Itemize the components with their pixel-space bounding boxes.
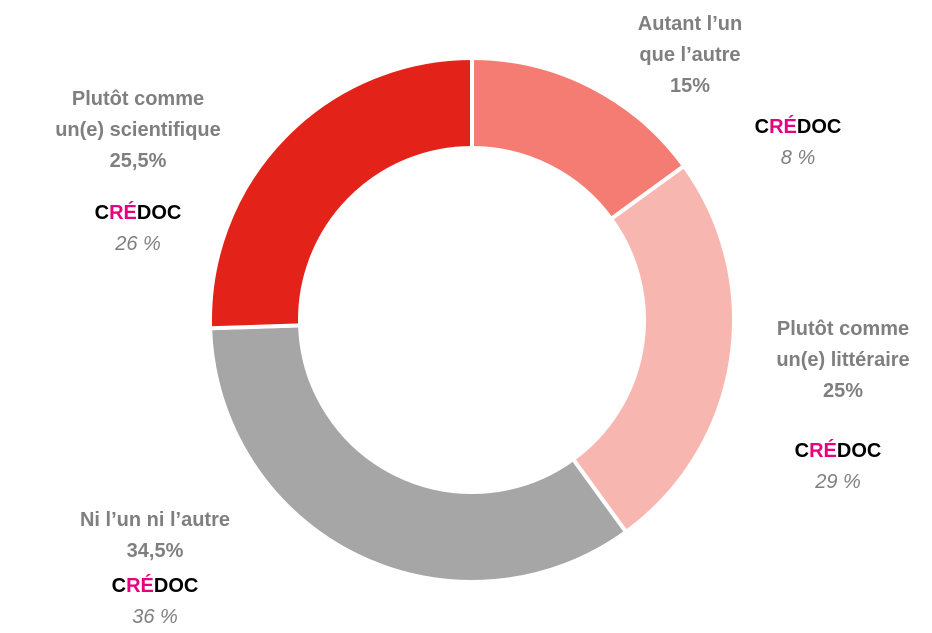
comparison-value: 8 % [780, 147, 816, 169]
source-part: C [794, 440, 810, 462]
category-label: Plutôt comme un(e) scientifique [55, 88, 221, 141]
source-part: DOC [153, 575, 199, 597]
donut-segment [208, 323, 629, 584]
comparison-value: 29 % [815, 471, 861, 493]
comparison: CRÉDOC 29 % [768, 418, 908, 498]
source-part: RÉ [769, 116, 797, 138]
comparison-value: 36 % [132, 606, 178, 628]
source-part: RÉ [109, 202, 137, 224]
comparison-value: 26 % [115, 233, 161, 255]
source-part: C [111, 575, 127, 597]
segment-label: Plutôt comme un(e) littéraire 25% [758, 314, 928, 407]
segment-label: Autant l’un que l’autre 15% [623, 9, 758, 102]
source-part: DOC [796, 116, 842, 138]
comparison-source: CRÉDOC [768, 436, 908, 466]
donut-segment [570, 163, 736, 535]
value-label: 34,5% [126, 540, 184, 562]
comparison: CRÉDOC 26 % [68, 180, 208, 260]
category-label: Plutôt comme un(e) littéraire [776, 318, 910, 371]
comparison: CRÉDOC 36 % [85, 553, 225, 633]
comparison-source: CRÉDOC [85, 571, 225, 601]
segment-label: Plutôt comme un(e) scientifique 25,5% [48, 84, 228, 177]
source-part: DOC [836, 440, 882, 462]
category-label: Ni l’un ni l’autre [79, 509, 230, 531]
comparison-source: CRÉDOC [728, 112, 868, 142]
value-label: 25% [822, 380, 864, 402]
comparison-source: CRÉDOC [68, 198, 208, 228]
source-part: C [754, 116, 770, 138]
source-part: RÉ [126, 575, 154, 597]
donut-segment [208, 55, 474, 331]
comparison: CRÉDOC 8 % [728, 94, 868, 174]
category-label: Autant l’un que l’autre [637, 13, 743, 66]
value-label: 25,5% [109, 150, 167, 172]
source-part: RÉ [809, 440, 837, 462]
segment-label: Ni l’un ni l’autre 34,5% [40, 505, 270, 567]
source-part: DOC [136, 202, 182, 224]
value-label: 15% [669, 75, 711, 97]
source-part: C [94, 202, 110, 224]
